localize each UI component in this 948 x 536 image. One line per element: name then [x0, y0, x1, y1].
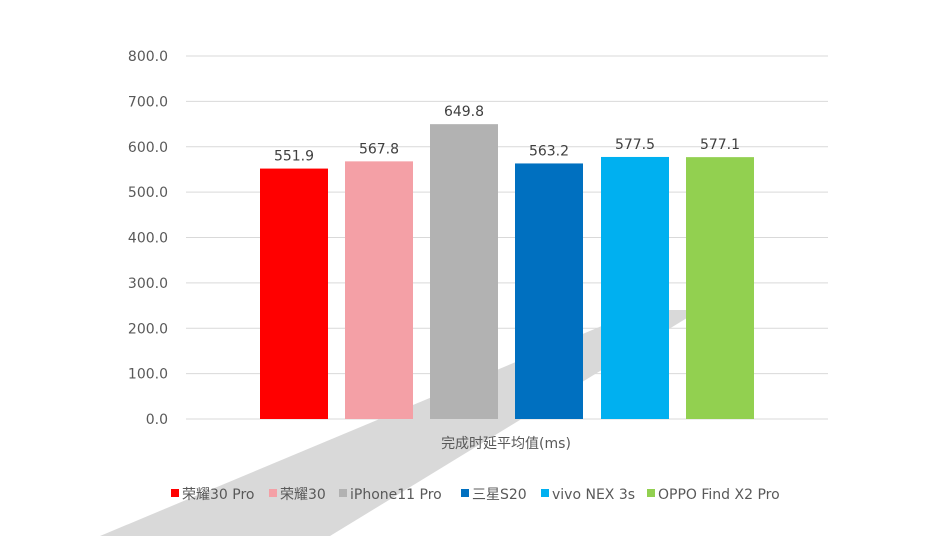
data-label: 577.5 — [615, 137, 655, 153]
legend-swatch — [269, 489, 277, 497]
x-axis-title: 完成时延平均值(ms) — [441, 436, 571, 452]
y-axis-tick-labels: 0.0 100.0 200.0 300.0 400.0 500.0 600.0 700.0 80… — [128, 49, 168, 428]
bar — [260, 168, 328, 419]
y-tick-label: 200.0 — [128, 321, 168, 337]
data-label: 567.8 — [359, 141, 399, 157]
legend-swatch — [461, 489, 469, 497]
y-tick-label: 100.0 — [128, 367, 168, 383]
legend-swatch — [541, 489, 549, 497]
legend-entry-label: 三星S20 — [472, 487, 527, 503]
data-label: 649.8 — [444, 104, 484, 120]
data-label: 551.9 — [274, 149, 314, 165]
y-tick-label: 300.0 — [128, 276, 168, 292]
legend-entry-label: vivo NEX 3s — [552, 487, 635, 503]
y-tick-label: 800.0 — [128, 49, 168, 65]
y-tick-label: 0.0 — [146, 412, 168, 428]
legend-swatch — [339, 489, 347, 497]
legend-entry-label: iPhone11 Pro — [350, 487, 442, 503]
bars — [260, 124, 754, 419]
data-labels: 551.9 567.8 649.8 563.2 577.5 577.1 — [274, 104, 740, 164]
y-tick-label: 500.0 — [128, 185, 168, 201]
legend: 荣耀30 Pro 荣耀30 iPhone11 Pro 三星S20 vivo NEX 3s… — [171, 487, 780, 503]
legend-swatch — [171, 489, 179, 497]
data-label: 577.1 — [700, 137, 740, 153]
bar — [430, 124, 498, 419]
legend-swatch — [647, 489, 655, 497]
bar — [601, 156, 669, 419]
legend-entry-label: 荣耀30 Pro — [182, 487, 254, 503]
legend-entry-label: 荣耀30 — [280, 487, 326, 503]
legend-entry-label: OPPO Find X2 Pro — [658, 487, 780, 503]
y-tick-label: 400.0 — [128, 231, 168, 247]
y-tick-label: 700.0 — [128, 94, 168, 110]
bar — [515, 163, 583, 419]
data-label: 563.2 — [529, 143, 569, 159]
bar — [686, 157, 754, 419]
y-tick-label: 600.0 — [128, 140, 168, 156]
bar — [345, 161, 413, 419]
